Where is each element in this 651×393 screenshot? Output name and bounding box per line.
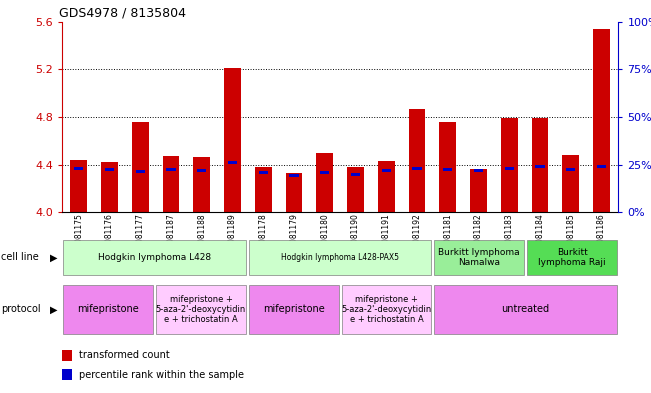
Bar xyxy=(228,161,237,163)
Bar xyxy=(105,168,114,171)
Text: GDS4978 / 8135804: GDS4978 / 8135804 xyxy=(59,6,186,19)
Bar xyxy=(351,173,360,176)
Bar xyxy=(135,170,145,173)
Bar xyxy=(249,285,339,334)
Bar xyxy=(378,161,395,212)
Bar xyxy=(470,169,487,212)
Bar xyxy=(74,167,83,170)
Bar xyxy=(101,162,118,212)
Bar xyxy=(156,285,246,334)
Text: Burkitt lymphoma
Namalwa: Burkitt lymphoma Namalwa xyxy=(439,248,520,267)
Bar xyxy=(70,160,87,212)
Text: cell line: cell line xyxy=(1,252,39,263)
Text: Hodgkin lymphoma L428-PAX5: Hodgkin lymphoma L428-PAX5 xyxy=(281,253,399,262)
Bar xyxy=(286,173,303,212)
Bar xyxy=(197,169,206,172)
Bar xyxy=(320,171,329,174)
Bar xyxy=(434,240,524,275)
Bar xyxy=(63,240,246,275)
Bar xyxy=(532,118,549,212)
Text: protocol: protocol xyxy=(1,305,41,314)
Bar xyxy=(62,350,72,361)
Text: mifepristone +
5-aza-2'-deoxycytidin
e + trichostatin A: mifepristone + 5-aza-2'-deoxycytidin e +… xyxy=(341,295,432,324)
Bar xyxy=(412,167,422,170)
Text: ▶: ▶ xyxy=(49,305,57,314)
Bar xyxy=(258,171,268,174)
Bar xyxy=(381,169,391,172)
Bar xyxy=(316,152,333,212)
Text: Hodgkin lymphoma L428: Hodgkin lymphoma L428 xyxy=(98,253,211,262)
Bar xyxy=(409,108,426,212)
Bar xyxy=(163,156,180,212)
Text: mifepristone: mifepristone xyxy=(77,305,139,314)
Bar xyxy=(443,168,452,171)
Bar xyxy=(566,168,575,171)
Bar xyxy=(249,240,432,275)
Bar xyxy=(535,165,545,169)
Bar xyxy=(224,68,241,212)
Bar xyxy=(289,174,299,177)
Bar xyxy=(501,118,518,212)
Text: untreated: untreated xyxy=(502,305,549,314)
Bar xyxy=(434,285,617,334)
Text: percentile rank within the sample: percentile rank within the sample xyxy=(79,370,243,380)
Text: ▶: ▶ xyxy=(49,252,57,263)
Bar xyxy=(62,369,72,380)
Text: mifepristone: mifepristone xyxy=(263,305,325,314)
Bar xyxy=(439,122,456,212)
Bar xyxy=(167,168,176,171)
Bar xyxy=(593,29,610,212)
Bar xyxy=(347,167,364,212)
Text: transformed count: transformed count xyxy=(79,350,169,360)
Text: mifepristone +
5-aza-2'-deoxycytidin
e + trichostatin A: mifepristone + 5-aza-2'-deoxycytidin e +… xyxy=(156,295,246,324)
Bar xyxy=(132,122,148,212)
Bar xyxy=(474,169,483,172)
Text: Burkitt
lymphoma Raji: Burkitt lymphoma Raji xyxy=(538,248,606,267)
Bar xyxy=(505,167,514,170)
Bar xyxy=(342,285,432,334)
Bar xyxy=(193,158,210,212)
Bar xyxy=(63,285,153,334)
Bar xyxy=(255,167,271,212)
Bar xyxy=(597,165,606,169)
Bar xyxy=(527,240,617,275)
Bar xyxy=(562,155,579,212)
